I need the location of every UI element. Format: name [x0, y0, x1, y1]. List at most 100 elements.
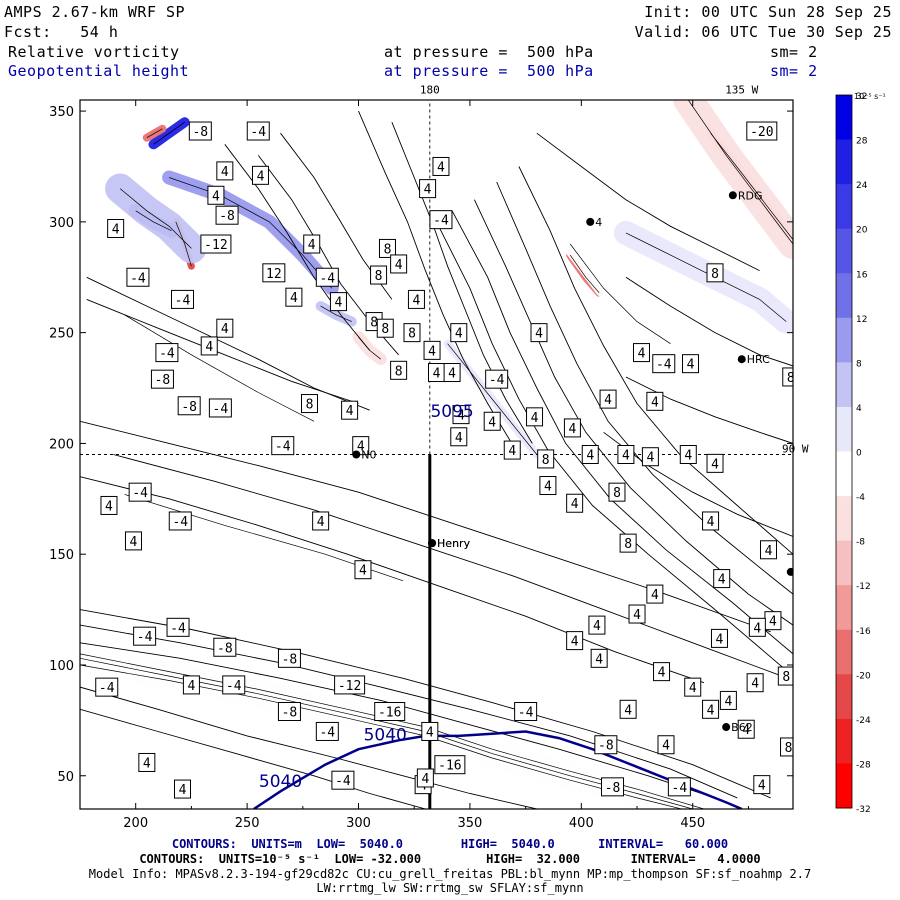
x-tick-label: 300 — [346, 816, 371, 831]
contour-label: -4 — [652, 354, 676, 374]
contour-label-text: 4 — [624, 703, 632, 718]
band-isoline — [135, 210, 172, 232]
contour-label-box — [608, 482, 626, 502]
contour-label-text: 4 — [179, 783, 187, 798]
contour-label: 4 — [588, 615, 606, 635]
contour-label-text: 4 — [531, 411, 539, 426]
height-label: 5095 — [430, 402, 473, 422]
contour-label-text: 4 — [622, 449, 630, 464]
contour-label: 4 — [423, 340, 441, 360]
vorticity-isoline — [496, 181, 793, 595]
contour-label-box — [657, 735, 675, 755]
contour-label-box — [746, 121, 778, 141]
contour-label: 4 — [352, 436, 370, 456]
contour-label-text: 4 — [724, 694, 732, 709]
contour-label-box — [526, 407, 544, 427]
height-label: 5040 — [259, 772, 302, 792]
contour-label-text: 4 — [707, 515, 715, 530]
colorbar-tick-label: 8 — [856, 359, 862, 369]
colorbar-tick-label: 4 — [856, 404, 862, 414]
contour-label-text: 4 — [290, 291, 298, 306]
contour-label-text: 4 — [716, 632, 724, 647]
contour-label: -4 — [429, 210, 453, 230]
contour-label: 4 — [329, 292, 347, 312]
contour-label: -4 — [133, 626, 157, 646]
contour-label: 4 — [450, 427, 468, 447]
contour-label-box — [95, 677, 119, 697]
contour-label-text: -8 — [181, 400, 197, 415]
contour-label: 4 — [503, 440, 521, 460]
contour-label: 4 — [443, 363, 461, 383]
contour-label-text: 4 — [707, 703, 715, 718]
station-marker: B62 — [722, 721, 753, 734]
contour-label-text: 4 — [433, 367, 441, 382]
contour-label-text: -4 — [175, 293, 191, 308]
colorbar-segment — [836, 362, 852, 408]
contour-label: 4 — [421, 721, 439, 741]
contour-label: 4 — [407, 289, 425, 309]
colorbar-segment — [836, 585, 852, 631]
contour-label-text: 4 — [595, 652, 603, 667]
contour-label: 8 — [390, 360, 408, 380]
contour-label-box — [429, 210, 453, 230]
init-time: Init: 00 UTC Sun 28 Sep 25 — [644, 3, 892, 21]
contour-label-box — [370, 265, 388, 285]
contour-label: 4 — [764, 611, 782, 631]
contour-label-box — [710, 628, 728, 648]
contour-label: 4 — [124, 531, 142, 551]
colorbar-tick-label: -4 — [856, 493, 865, 503]
contour-label-text: 4 — [105, 499, 113, 514]
contour-label: 4 — [312, 511, 330, 531]
contour-label: 4 — [432, 156, 450, 176]
contour-label: 4 — [706, 453, 724, 473]
contour-label-text: 4 — [112, 223, 120, 238]
contour-label: 4 — [138, 752, 156, 772]
x-tick-label: 200 — [123, 816, 148, 831]
contour-label: 4 — [303, 234, 321, 254]
contour-label-box — [485, 369, 509, 389]
station-marker — [786, 567, 793, 576]
contour-label-box — [352, 436, 370, 456]
contour-label-box — [354, 560, 372, 580]
colorbar-tick-label: 28 — [856, 137, 868, 147]
contour-label-box — [706, 453, 724, 473]
contour-label-text: 4 — [457, 409, 465, 424]
contour-label-text: 8 — [787, 371, 795, 386]
colorbar: 32 28 24 20 16 12 8 4 0 -4 -8 -12 -16 -20 -24 -28 -32 10⁻… — [835, 92, 886, 815]
contour-label-box — [653, 662, 671, 682]
contour-label-box — [619, 699, 637, 719]
vorticity-isoline — [451, 210, 793, 655]
contour-label-box — [423, 340, 441, 360]
contour-label-box — [590, 648, 608, 668]
contour-label: 4 — [526, 407, 544, 427]
vorticity-isoline — [80, 420, 771, 633]
contour-label: 8 — [706, 263, 724, 283]
contour-label: -4 — [271, 436, 295, 456]
contour-label-box — [246, 121, 270, 141]
contour-label-box — [702, 511, 720, 531]
contour-label-text: 4 — [633, 608, 641, 623]
contour-label-box — [374, 702, 406, 722]
contour-label-text: 4 — [684, 449, 692, 464]
vorticity-isoline — [80, 624, 738, 799]
vorticity-isoline — [625, 276, 793, 367]
contour-label-text: 8 — [375, 269, 383, 284]
contour-label: -4 — [95, 677, 119, 697]
contour-label: 4 — [599, 389, 617, 409]
contour-label-text: -20 — [750, 125, 773, 140]
contour-label-text: 4 — [448, 367, 456, 382]
contour-label-box — [215, 205, 239, 225]
contour-label-box — [617, 445, 635, 464]
contour-label-text: 4 — [658, 666, 666, 681]
band-isoline — [688, 100, 793, 245]
contour-label-box — [133, 626, 157, 646]
contour-label-text: 4 — [346, 404, 354, 419]
contour-label-box — [777, 666, 793, 686]
contour-label: 4 — [390, 254, 408, 274]
contour-label-text: -4 — [489, 373, 505, 388]
contour-label-text: -12 — [204, 238, 227, 253]
contour-label: 4 — [657, 735, 675, 755]
contour-label-box — [702, 699, 720, 719]
contour-label-box — [277, 702, 301, 722]
